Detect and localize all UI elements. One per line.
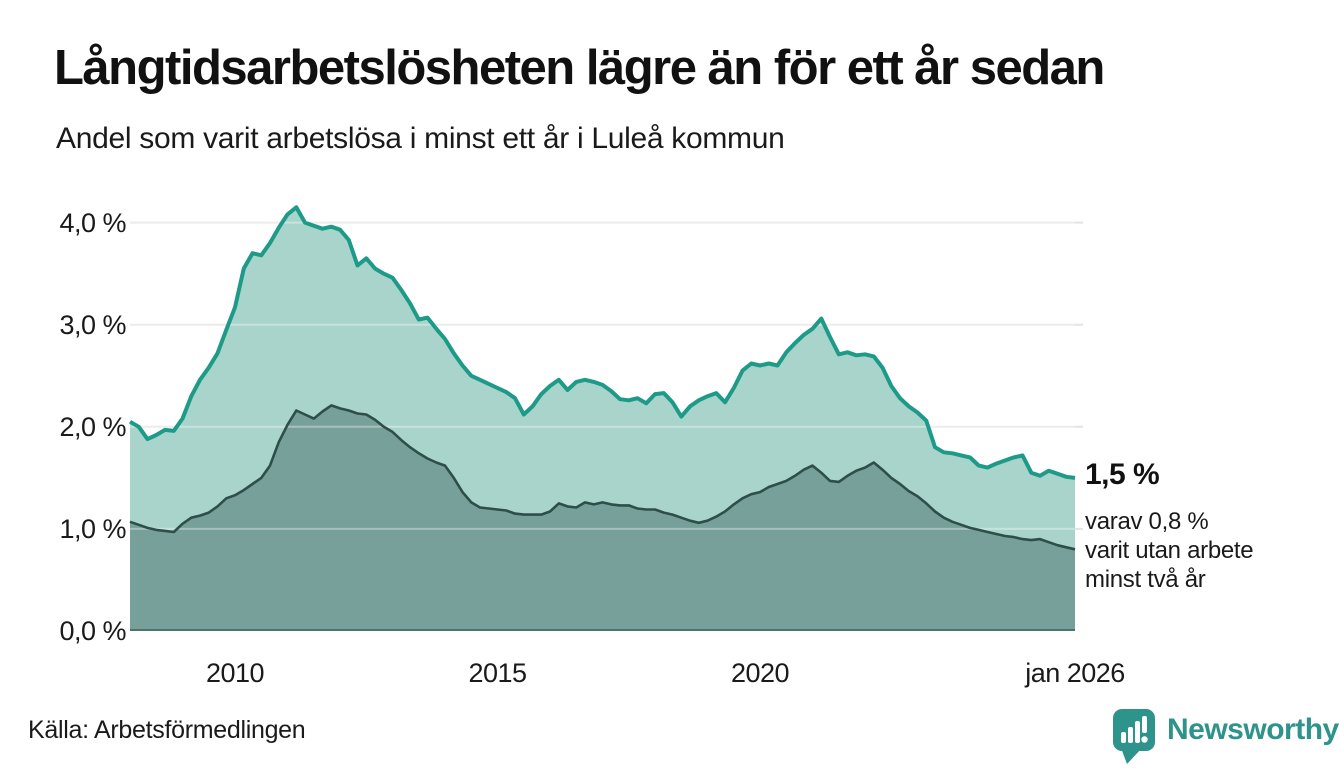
y-axis-label: 3,0 %	[59, 309, 126, 340]
y-axis-label: 0,0 %	[59, 616, 126, 646]
brand-name: Newsworthy	[1167, 713, 1339, 746]
detail-line-3: minst två år	[1085, 566, 1206, 593]
y-axis-label: 2,0 %	[59, 411, 126, 442]
latest-value-detail: varav 0,8 % varit utan arbete minst två …	[1085, 507, 1254, 594]
source-note: Källa: Arbetsförmedlingen	[28, 716, 306, 744]
x-axis-label: 2010	[205, 658, 265, 688]
page-subtitle: Andel som varit arbetslösa i minst ett å…	[56, 122, 785, 155]
x-axis-label: 2020	[730, 658, 790, 688]
y-axis-label: 4,0 %	[59, 207, 126, 238]
latest-value-label: 1,5 %	[1085, 458, 1160, 491]
page-title: Långtidsarbetslösheten lägre än för ett …	[54, 41, 1105, 95]
y-axis-label: 1,0 %	[59, 513, 126, 544]
detail-line-1: varav 0,8 %	[1085, 508, 1209, 535]
x-axis-label: jan 2026	[1025, 658, 1125, 688]
brand-logo: Newsworthy	[1112, 708, 1339, 766]
detail-line-2: varit utan arbete	[1085, 537, 1254, 564]
newsworthy-logo-icon	[1113, 709, 1155, 764]
x-axis-label: 2015	[468, 658, 527, 688]
